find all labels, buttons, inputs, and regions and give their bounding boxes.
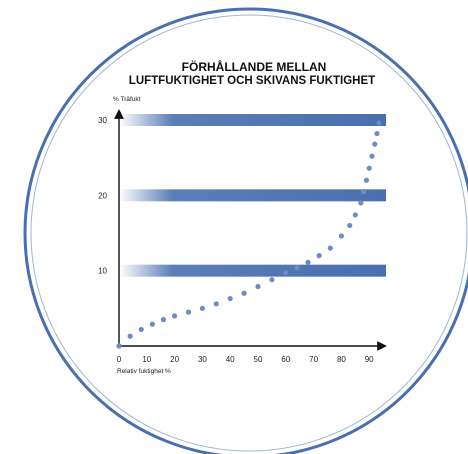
data-point (269, 277, 275, 283)
y-axis-label: % Träfukt (113, 96, 141, 103)
x-tick-label: 80 (337, 355, 346, 364)
x-tick-label: 60 (281, 355, 290, 364)
data-point (327, 245, 333, 251)
data-point (338, 233, 344, 239)
data-point (316, 253, 322, 259)
chart-title-line1: FÖRHÅLLANDE MELLAN (182, 59, 327, 74)
x-tick-label: 10 (142, 355, 151, 364)
data-point (160, 317, 167, 323)
x-tick-label: 30 (198, 355, 207, 364)
frame-circle-inner (30, 14, 468, 452)
data-point (361, 188, 367, 195)
y-tick-label: 20 (98, 191, 107, 200)
data-point (138, 326, 144, 333)
data-point (127, 333, 133, 339)
x-axis-label: Relativ fuktighet % (117, 368, 171, 375)
data-point (366, 165, 372, 171)
data-point (255, 283, 261, 290)
data-point (305, 259, 311, 265)
y-tick-labels: 10 20 30 (98, 116, 107, 276)
data-point (352, 212, 358, 218)
data-point (213, 301, 219, 307)
data-point (241, 290, 247, 296)
data-point (227, 295, 233, 302)
data-point (283, 270, 289, 276)
data-point (294, 265, 300, 271)
y-tick-label: 10 (98, 267, 107, 276)
data-point (369, 153, 375, 159)
y-tick-label: 30 (98, 116, 107, 125)
data-point (199, 305, 205, 311)
data-point (376, 120, 382, 126)
chart-title-line2: LUFTFUKTIGHET OCH SKIVANS FUKTIGHET (129, 75, 375, 87)
frame-circle-outer (23, 7, 468, 454)
reference-bands (119, 114, 386, 277)
reference-band-30 (119, 114, 386, 126)
data-point (116, 343, 122, 349)
x-tick-label: 70 (309, 355, 318, 364)
data-point (372, 141, 378, 147)
x-tick-labels: 0 10 20 30 40 50 60 70 80 90 (117, 355, 374, 364)
data-point (185, 309, 192, 315)
data-point (374, 130, 380, 137)
data-point (347, 222, 353, 229)
data-point (358, 200, 364, 206)
x-tick-label: 90 (365, 355, 374, 364)
reference-band-10 (119, 264, 386, 277)
x-tick-label: 40 (226, 355, 235, 364)
x-tick-label: 20 (170, 355, 179, 364)
data-points (116, 120, 382, 349)
data-point (172, 313, 178, 319)
x-tick-label: 50 (254, 355, 263, 364)
reference-band-20 (119, 189, 386, 202)
data-point (363, 177, 370, 183)
x-tick-label: 0 (117, 355, 122, 364)
data-point (149, 321, 155, 327)
